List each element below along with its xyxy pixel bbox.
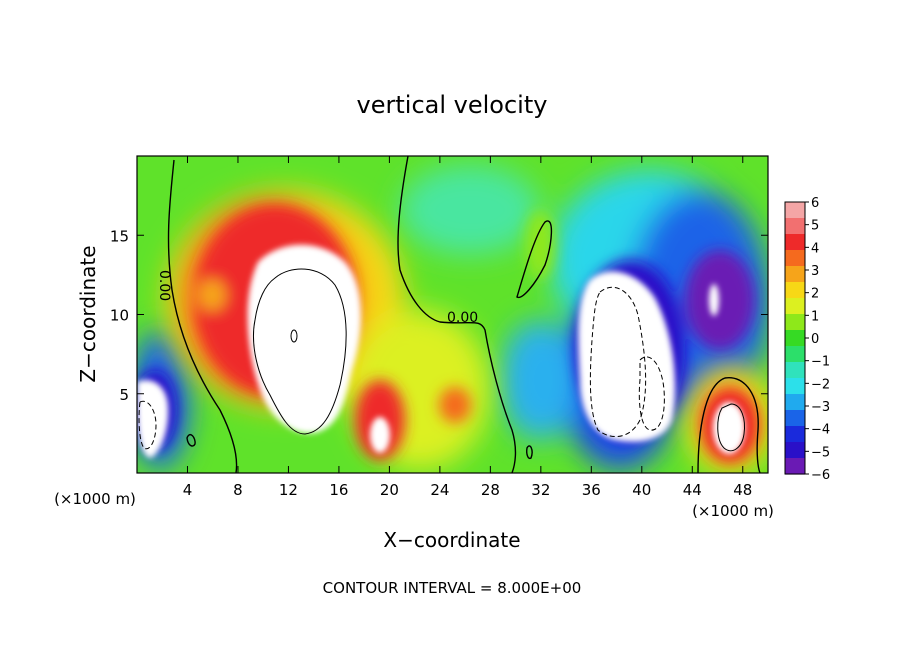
colorbar-segment-10 <box>785 362 805 379</box>
y-tick-label-1: 10 <box>110 307 129 325</box>
x-tick-label-0: 4 <box>183 481 193 499</box>
x-tick-label-7: 32 <box>531 481 550 499</box>
negative-contours <box>138 286 665 450</box>
colorbar-segment-4 <box>785 266 805 283</box>
x-tick-label-10: 44 <box>683 481 702 499</box>
colorbar-tick-label-0: 6 <box>811 196 819 211</box>
updraft-core-right <box>713 402 745 454</box>
colorbar: 6 5 4 3 2 1 0 −1 −2 −3 −4 −5 −6 <box>784 196 830 483</box>
updraft-core <box>247 244 362 434</box>
colorbar-segment-6 <box>785 298 805 315</box>
x-tick-label-1: 8 <box>233 481 243 499</box>
colorbar-segment-16 <box>785 458 805 475</box>
colorbar-segment-13 <box>785 410 805 427</box>
x-tick-label-4: 20 <box>380 481 399 499</box>
updraft-core-small <box>370 417 390 453</box>
y-axis-label: Z−coordinate <box>76 245 100 382</box>
colorbar-segment-0 <box>785 202 805 219</box>
colorbar-tick-label-3: 3 <box>811 264 819 279</box>
colorbar-segment-1 <box>785 218 805 235</box>
y-tick-label-0: 5 <box>119 386 129 404</box>
downdraft-core-left <box>137 380 169 458</box>
x-tick-label-9: 40 <box>632 481 651 499</box>
downdraft-core <box>578 271 676 442</box>
colorbar-tick-label-6: 0 <box>811 332 819 347</box>
plot-area: 0.00 0.00 <box>137 156 768 473</box>
colorbar-segment-15 <box>785 442 805 459</box>
zero-contours <box>167 156 761 473</box>
contour-interval-note: CONTOUR INTERVAL = 8.000E+00 <box>323 579 582 597</box>
colorbar-segment-11 <box>785 378 805 395</box>
colorbar-tick-label-10: −4 <box>811 423 830 438</box>
downdraft-core-small <box>709 284 719 316</box>
colorbar-tick-label-8: −2 <box>811 377 830 392</box>
colorbar-tick-label-11: −5 <box>811 445 830 460</box>
x-axis-label: X−coordinate <box>383 528 520 552</box>
colorbar-segment-12 <box>785 394 805 411</box>
colorbar-segment-14 <box>785 426 805 443</box>
x-unit-label-left: (×1000 m) <box>54 490 136 508</box>
colorbar-tick-label-5: 1 <box>811 309 819 324</box>
x-unit-label-right: (×1000 m) <box>692 502 774 520</box>
x-tick-label-2: 12 <box>279 481 298 499</box>
colorbar-segment-2 <box>785 234 805 251</box>
colorbar-tick-label-1: 5 <box>811 219 819 234</box>
colorbar-segment-9 <box>785 346 805 363</box>
contour-label-center: 0.00 <box>447 310 478 326</box>
x-tick-label-8: 36 <box>582 481 601 499</box>
colorbar-tick-label-9: −3 <box>811 400 830 415</box>
contour-label-left: 0.00 <box>156 270 172 301</box>
core-contours <box>252 268 745 452</box>
colorbar-segment-8 <box>785 330 805 347</box>
x-tick-label-3: 16 <box>329 481 348 499</box>
y-axis: 5 10 15 <box>110 227 768 404</box>
colorbar-tick-label-4: 2 <box>811 287 819 302</box>
x-tick-label-11: 48 <box>733 481 752 499</box>
colorbar-segment-7 <box>785 314 805 331</box>
field-saturated <box>137 244 745 458</box>
colorbar-tick-label-7: −1 <box>811 355 830 370</box>
x-tick-label-5: 24 <box>430 481 449 499</box>
colorbar-segment-5 <box>785 282 805 299</box>
x-axis: 4 8 12 16 20 24 28 32 36 40 44 48 <box>183 156 752 499</box>
colorbar-tick-label-12: −6 <box>811 468 830 483</box>
y-tick-label-2: 15 <box>110 227 129 245</box>
colorbar-tick-label-2: 4 <box>811 241 819 256</box>
x-tick-label-6: 28 <box>481 481 500 499</box>
chart-title: vertical velocity <box>357 91 548 119</box>
colorbar-segment-3 <box>785 250 805 267</box>
